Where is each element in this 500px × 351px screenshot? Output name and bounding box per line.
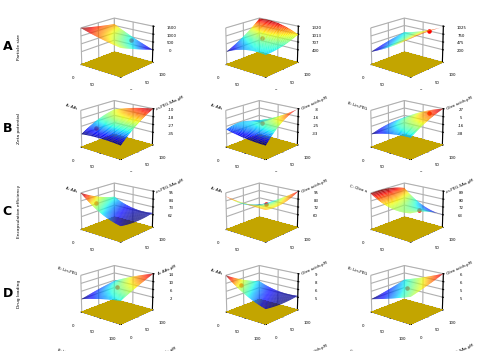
Y-axis label: A: AAs,µM: A: AAs,µM [158, 264, 177, 276]
Y-axis label: C: Oleo acids,µM: C: Oleo acids,µM [442, 96, 473, 113]
X-axis label: A: AAs,µM: A: AAs,µM [210, 186, 230, 196]
X-axis label: B: Lin-PEG-SAu,µM: B: Lin-PEG-SAu,µM [347, 266, 383, 281]
Text: A: A [2, 40, 12, 53]
X-axis label: B: Lin-PEG-SAu,µM: B: Lin-PEG-SAu,µM [347, 101, 383, 116]
Y-axis label: C: Oleo acids,µM: C: Oleo acids,µM [296, 261, 328, 278]
Text: D: D [2, 287, 13, 300]
X-axis label: A: AAs,µM: A: AAs,µM [65, 186, 84, 196]
X-axis label: B: Lin-PEG-SAu,µM: B: Lin-PEG-SAu,µM [57, 348, 93, 351]
Y-axis label: C: Oleo acids,µM: C: Oleo acids,µM [296, 344, 328, 351]
Text: C: C [2, 205, 12, 218]
Y-axis label: C: Oleo acids,µM: C: Oleo acids,µM [442, 261, 473, 278]
X-axis label: A: AAs,µM: A: AAs,µM [65, 104, 84, 113]
Y-axis label: B: Lin-PEG-SAu,µM: B: Lin-PEG-SAu,µM [150, 178, 184, 197]
Text: Encapsulation efficiency: Encapsulation efficiency [17, 185, 21, 238]
Text: B: B [2, 122, 12, 135]
Y-axis label: C: Oleo acids,µM: C: Oleo acids,µM [296, 179, 328, 196]
Y-axis label: C: Oleo acids,µM: C: Oleo acids,µM [296, 96, 328, 113]
Y-axis label: B: Lin-PEG-SAu,µM: B: Lin-PEG-SAu,µM [150, 95, 184, 114]
Y-axis label: A: AAs,µM: A: AAs,µM [158, 346, 177, 351]
Text: Drug loading: Drug loading [17, 280, 21, 308]
X-axis label: B: Lin-PEG-SAu,µM: B: Lin-PEG-SAu,µM [57, 266, 93, 281]
X-axis label: C: Oleo acids,µM: C: Oleo acids,µM [348, 349, 381, 351]
Text: Particle size: Particle size [17, 33, 21, 60]
X-axis label: C: Oleo acids,µM: C: Oleo acids,µM [348, 184, 381, 198]
X-axis label: A: AAs,µM: A: AAs,µM [210, 104, 230, 113]
Y-axis label: B: Lin-PEG-SAu,µM: B: Lin-PEG-SAu,µM [440, 178, 474, 197]
Y-axis label: B: Lin-PEG-SAu,µM: B: Lin-PEG-SAu,µM [440, 343, 474, 351]
Text: Zeta potential: Zeta potential [17, 113, 21, 145]
X-axis label: A: AAs,µM: A: AAs,µM [210, 269, 230, 278]
